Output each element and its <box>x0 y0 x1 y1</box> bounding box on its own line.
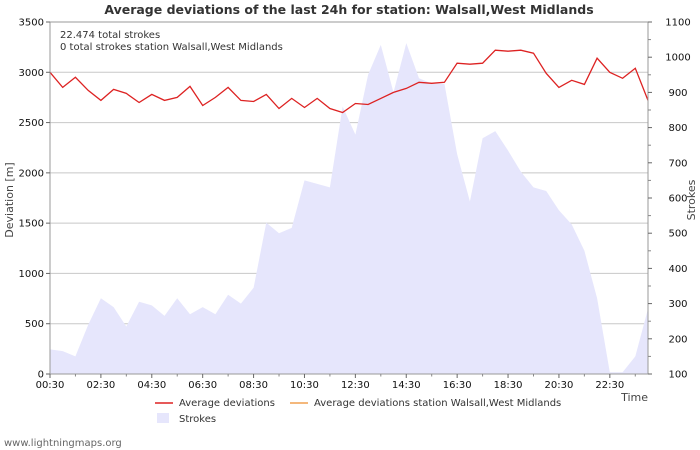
x-tick-label: 18:30 <box>494 380 523 391</box>
chart-title: Average deviations of the last 24h for s… <box>104 2 593 17</box>
left-tick-label: 3500 <box>19 18 44 29</box>
strokes-area <box>50 43 648 374</box>
left-tick-label: 0 <box>38 370 44 381</box>
right-tick-label: 1100 <box>665 18 690 29</box>
right-tick-label: 100 <box>668 370 687 381</box>
right-tick-label: 800 <box>668 123 687 134</box>
x-tick-label: 00:30 <box>36 380 65 391</box>
right-axis: 100 200 300 400 500 600 700 800 900 1000 1100 <box>648 18 691 381</box>
right-tick-label: 200 <box>668 334 687 345</box>
left-tick-label: 1500 <box>19 219 44 230</box>
legend-swatch-strokes <box>157 413 169 423</box>
y-axis-right-label: Strokes <box>685 179 698 220</box>
left-tick-label: 500 <box>25 319 44 330</box>
x-tick-label: 20:30 <box>545 380 574 391</box>
left-tick-label: 3000 <box>19 68 44 79</box>
x-tick-label: 16:30 <box>443 380 472 391</box>
x-tick-label: 08:30 <box>239 380 268 391</box>
x-tick-label: 02:30 <box>86 380 115 391</box>
right-tick-label: 600 <box>668 194 687 205</box>
info-station-strokes: 0 total strokes station Walsall,West Mid… <box>60 42 283 53</box>
x-tick-label: 14:30 <box>392 380 421 391</box>
x-axis: 00:30 02:30 04:30 06:30 08:30 10:30 12:30 14:30… <box>36 374 636 391</box>
x-axis-label: Time <box>620 391 648 404</box>
left-tick-label: 2000 <box>19 168 44 179</box>
right-tick-label: 900 <box>668 88 687 99</box>
left-tick-label: 1000 <box>19 269 44 280</box>
info-total-strokes: 22.474 total strokes <box>60 30 160 41</box>
right-tick-label: 400 <box>668 264 687 275</box>
legend: Average deviations Average deviations st… <box>155 398 561 425</box>
right-tick-label: 1000 <box>665 53 690 64</box>
x-tick-label: 22:30 <box>595 380 624 391</box>
right-tick-label: 700 <box>668 158 687 169</box>
x-tick-label: 12:30 <box>341 380 370 391</box>
average-deviations-line <box>49 49 649 114</box>
legend-label-station-deviations: Average deviations station Walsall,West … <box>314 398 561 409</box>
x-tick-label: 10:30 <box>290 380 319 391</box>
legend-label-strokes: Strokes <box>179 414 216 425</box>
footer-credit: www.lightningmaps.org <box>4 438 122 449</box>
right-tick-label: 300 <box>668 299 687 310</box>
x-tick-label: 04:30 <box>137 380 166 391</box>
x-tick-label: 06:30 <box>188 380 217 391</box>
right-tick-label: 500 <box>668 229 687 240</box>
legend-label-average-deviations: Average deviations <box>179 398 275 409</box>
left-axis: 0 500 1000 1500 2000 2500 3000 3500 <box>19 18 50 381</box>
y-axis-left-label: Deviation [m] <box>3 162 16 237</box>
left-tick-label: 2500 <box>19 118 44 129</box>
